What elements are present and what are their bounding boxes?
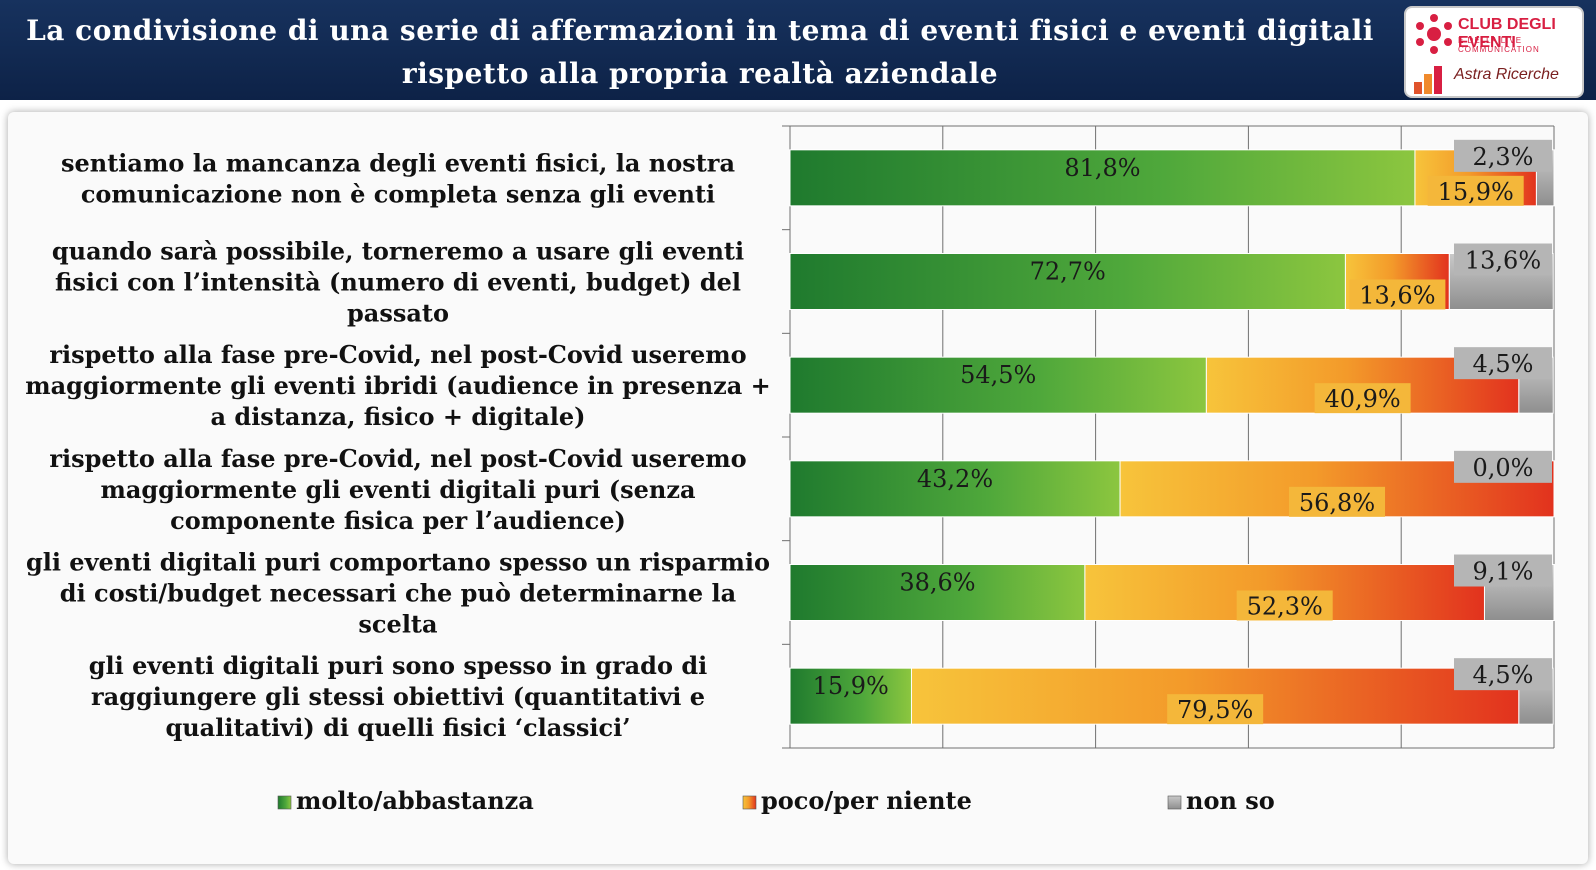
data-label-poco: 40,9% — [1324, 385, 1400, 413]
data-label-poco-group: 56,8% — [1289, 486, 1386, 517]
bar-segment-moltoabbastanza — [789, 564, 1086, 621]
data-label-nonso-box — [1454, 658, 1552, 691]
category-label: rispetto alla fase pre-Covid, nel post-C… — [49, 444, 746, 473]
legend-label: poco/per niente — [761, 786, 972, 815]
category-label: sentiamo la mancanza degli eventi fisici… — [61, 148, 735, 177]
data-label-nonso: 9,1% — [1473, 558, 1534, 586]
legend-label: non so — [1186, 786, 1275, 815]
category-label: qualitativi) di quelli fisici ‘classici’ — [165, 713, 630, 742]
data-label-poco-group: 79,5% — [1167, 694, 1264, 725]
legend-swatch — [1167, 795, 1182, 810]
data-label-nonso: 4,5% — [1473, 350, 1534, 378]
data-label-poco: 52,3% — [1247, 593, 1323, 621]
data-label-poco: 79,5% — [1177, 696, 1253, 724]
category-label: comunicazione non è completa senza gli e… — [81, 179, 715, 208]
data-label-nonso-group: 4,5% — [1454, 347, 1552, 380]
title-line-1: La condivisione di una serie di affermaz… — [26, 14, 1374, 47]
category-label: maggiormente gli eventi digitali puri (s… — [100, 475, 695, 504]
club-degli-eventi-logo: CLUB DEGLI EVENTI E DELLA LIVE COMMUNICA… — [1404, 6, 1584, 98]
legend-label: molto/abbastanza — [296, 786, 534, 815]
data-label-nonso-box — [1454, 139, 1552, 172]
data-label-nonso: 13,6% — [1465, 247, 1541, 275]
legend-swatch — [277, 795, 292, 810]
bar-segment-moltoabbastanza — [789, 253, 1346, 310]
header-bar: La condivisione di una serie di affermaz… — [0, 0, 1596, 100]
legend-item: molto/abbastanza — [277, 786, 534, 815]
data-label-molto: 72,7% — [1030, 258, 1106, 286]
data-label-poco-group: 52,3% — [1236, 590, 1333, 621]
legend-item: non so — [1167, 786, 1275, 815]
data-label-poco-box — [1314, 383, 1411, 414]
logo-club-text: CLUB DEGLI EVENTI — [1458, 16, 1556, 51]
data-label-nonso-box — [1454, 243, 1552, 276]
chart-panel: sentiamo la mancanza degli eventi fisici… — [8, 112, 1588, 864]
data-label-nonso-group: 2,3% — [1454, 139, 1552, 172]
data-label-nonso-box — [1454, 347, 1552, 380]
data-label-nonso-box — [1454, 450, 1552, 483]
astra-logo-icon — [1414, 66, 1442, 94]
logo-astra-text: Astra Ricerche — [1454, 66, 1559, 83]
category-label: gli eventi digitali puri sono spesso in … — [89, 651, 707, 680]
data-label-poco-box — [1427, 175, 1524, 206]
data-label-molto: 43,2% — [917, 465, 993, 493]
category-label: passato — [347, 299, 449, 328]
data-label-poco-group: 13,6% — [1349, 279, 1446, 310]
data-label-molto: 54,5% — [960, 361, 1036, 389]
data-label-poco-box — [1349, 279, 1446, 310]
bar-segment-moltoabbastanza — [789, 356, 1207, 414]
data-label-nonso-group: 0,0% — [1454, 450, 1552, 483]
data-label-poco: 15,9% — [1438, 178, 1514, 206]
data-label-poco-group: 40,9% — [1314, 383, 1411, 414]
legend-item: poco/per niente — [742, 786, 972, 815]
category-label: di costi/budget necessari che può determ… — [60, 579, 736, 608]
category-label: maggiormente gli eventi ibridi (audience… — [25, 371, 771, 400]
category-label: rispetto alla fase pre-Covid, nel post-C… — [49, 340, 746, 369]
data-label-nonso-box — [1454, 554, 1552, 587]
data-label-molto: 81,8% — [1064, 154, 1140, 182]
title-line-2: rispetto alla propria realtà aziendale — [401, 57, 999, 90]
category-label: gli eventi digitali puri comportano spes… — [26, 548, 770, 577]
data-label-poco-group: 15,9% — [1427, 175, 1524, 206]
data-label-molto: 15,9% — [813, 672, 889, 700]
data-label-poco: 13,6% — [1359, 282, 1435, 310]
data-label-poco: 56,8% — [1299, 489, 1375, 517]
data-label-nonso-group: 4,5% — [1454, 658, 1552, 691]
category-label: raggiungere gli stessi obiettivi (quanti… — [91, 682, 705, 711]
stacked-bar-chart: sentiamo la mancanza degli eventi fisici… — [25, 125, 1555, 815]
data-label-nonso-group: 13,6% — [1454, 243, 1552, 276]
data-label-nonso: 4,5% — [1473, 661, 1534, 689]
data-label-poco-box — [1289, 486, 1386, 517]
data-label-molto: 38,6% — [899, 569, 975, 597]
data-label-nonso-group: 9,1% — [1454, 554, 1552, 587]
category-label: quando sarà possibile, torneremo a usare… — [52, 237, 744, 266]
club-logo-icon — [1416, 14, 1452, 54]
logo-club-subtext: E DELLA LIVE COMMUNICATION — [1458, 36, 1540, 54]
category-label: fisici con l’intensità (numero di eventi… — [55, 268, 741, 297]
data-label-nonso: 0,0% — [1473, 454, 1534, 482]
category-label: a distanza, fisico + digitale) — [211, 402, 586, 431]
bar-segment-moltoabbastanza — [789, 667, 912, 725]
category-label: scelta — [358, 610, 437, 639]
data-label-nonso: 2,3% — [1473, 143, 1534, 171]
data-label-poco-box — [1236, 590, 1333, 621]
bar-segment-moltoabbastanza — [789, 460, 1121, 518]
data-label-poco-box — [1167, 694, 1264, 725]
category-label: componente fisica per l’audience) — [170, 506, 626, 535]
legend-swatch — [742, 795, 757, 810]
